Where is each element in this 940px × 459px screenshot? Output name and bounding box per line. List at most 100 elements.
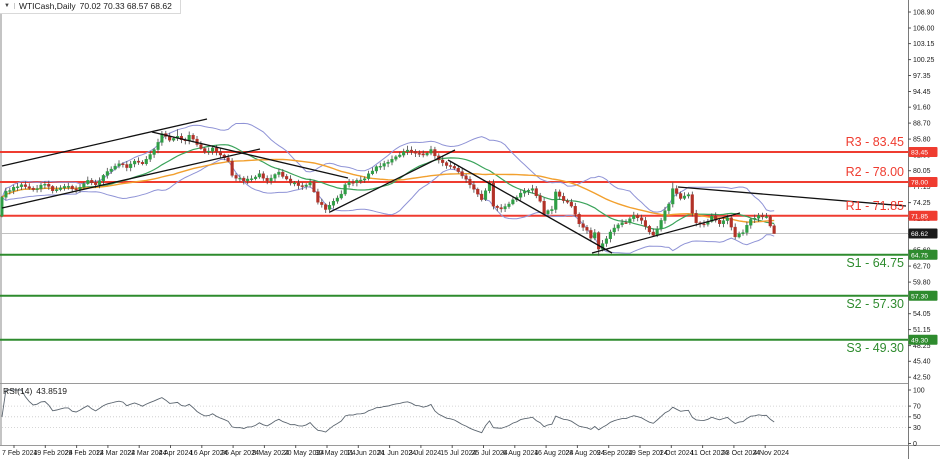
axis-badge-r1: 71.85 xyxy=(908,210,938,221)
candle xyxy=(117,163,121,167)
candle xyxy=(409,149,414,152)
candle xyxy=(289,178,293,184)
date-tick-label: 26 Apr 2024 xyxy=(221,450,259,457)
candle xyxy=(702,223,706,226)
candle xyxy=(718,219,722,224)
candle xyxy=(172,138,176,141)
candle xyxy=(612,227,616,233)
svg-text:83.45: 83.45 xyxy=(911,150,928,157)
candle xyxy=(647,226,651,233)
price-tick-label: 108.90 xyxy=(913,9,935,16)
candle xyxy=(441,159,445,163)
candle xyxy=(433,149,437,157)
support-label-s1: S1 - 64.75 xyxy=(846,256,904,270)
candle xyxy=(55,189,59,191)
candle xyxy=(694,213,698,223)
resistance-label-r2: R2 - 78.00 xyxy=(845,165,904,179)
candle xyxy=(682,195,686,199)
svg-text:57.30: 57.30 xyxy=(911,293,928,300)
rsi-indicator-label: RSI(14) 43.8519 xyxy=(3,386,71,396)
candle xyxy=(250,178,254,180)
candle xyxy=(312,182,316,192)
candle xyxy=(464,175,468,180)
candle xyxy=(320,202,324,205)
moving-average-slow xyxy=(1,158,775,223)
candle xyxy=(378,165,382,168)
candle xyxy=(671,188,675,205)
candle xyxy=(690,194,694,214)
candle xyxy=(745,224,749,233)
trendline xyxy=(447,159,613,254)
axis-badge-current-price: 68.62 xyxy=(908,228,938,239)
candle xyxy=(363,178,367,181)
candle xyxy=(156,142,160,150)
candle xyxy=(23,184,27,187)
candle xyxy=(538,195,542,202)
candle xyxy=(207,150,211,153)
candle xyxy=(109,168,113,172)
axis-badge-r3: 83.45 xyxy=(908,147,938,157)
candle xyxy=(456,167,460,172)
candle xyxy=(772,225,776,234)
candle xyxy=(90,180,94,184)
candle xyxy=(675,188,679,194)
candle xyxy=(316,191,320,203)
candle xyxy=(550,209,554,211)
chevron-down-icon[interactable]: ▼ xyxy=(3,3,15,9)
price-tick-label: 45.40 xyxy=(913,359,931,366)
candle xyxy=(253,176,258,179)
trendline xyxy=(151,131,349,179)
date-tick-label: 4 Nov 2024 xyxy=(753,450,789,457)
candle xyxy=(374,166,378,172)
candle xyxy=(624,222,628,224)
chart-title-bar: ▼ WTICash,Daily 70.02 70.33 68.57 68.62 xyxy=(0,0,181,14)
candle xyxy=(620,222,624,226)
candle xyxy=(741,232,745,234)
date-tick-label: 28 Aug 2024 xyxy=(565,450,604,457)
date-tick-label: 20 May 2024 xyxy=(284,450,325,457)
date-tick-label: 9 Sep 2024 xyxy=(597,450,633,457)
candle xyxy=(534,188,538,197)
date-tick-label: 29 Feb 2024 xyxy=(65,450,104,457)
date-tick-label: 15 Jul 2024 xyxy=(440,450,476,457)
rsi-line xyxy=(1,389,775,434)
candle xyxy=(542,200,546,214)
support-label-s3: S3 - 49.30 xyxy=(846,341,904,355)
candle xyxy=(429,149,433,154)
ohlc-values: 70.02 70.33 68.57 68.62 xyxy=(79,1,172,11)
candle xyxy=(27,186,31,189)
date-tick-label: 19 Sep 2024 xyxy=(628,450,668,457)
candle xyxy=(51,186,55,191)
candle xyxy=(729,217,733,228)
date-tick-label: 4 Apr 2024 xyxy=(159,450,193,457)
candle xyxy=(121,163,125,166)
candle xyxy=(608,231,612,240)
candle xyxy=(261,173,265,179)
date-tick-label: 16 Apr 2024 xyxy=(190,450,228,457)
candle xyxy=(133,160,137,165)
candle xyxy=(445,162,449,166)
date-tick-label: 22 Mar 2024 xyxy=(127,450,166,457)
candle xyxy=(58,187,62,190)
svg-text:49.30: 49.30 xyxy=(911,337,928,344)
candle xyxy=(417,153,421,155)
candle xyxy=(725,217,729,221)
candle xyxy=(347,182,351,185)
candle xyxy=(554,191,558,210)
trendline xyxy=(1,148,261,209)
price-tick-label: 97.35 xyxy=(913,73,931,80)
candle xyxy=(491,182,495,207)
candle xyxy=(753,217,757,220)
candle xyxy=(460,171,464,177)
candle xyxy=(659,220,663,229)
candle xyxy=(296,182,300,186)
date-tick-label: 21 Jun 2024 xyxy=(378,450,417,457)
axis-badge-s3: 49.30 xyxy=(908,334,938,345)
candle xyxy=(507,203,511,207)
candle xyxy=(152,149,156,155)
candle xyxy=(398,154,402,157)
candle xyxy=(402,151,406,156)
candle xyxy=(468,179,472,185)
